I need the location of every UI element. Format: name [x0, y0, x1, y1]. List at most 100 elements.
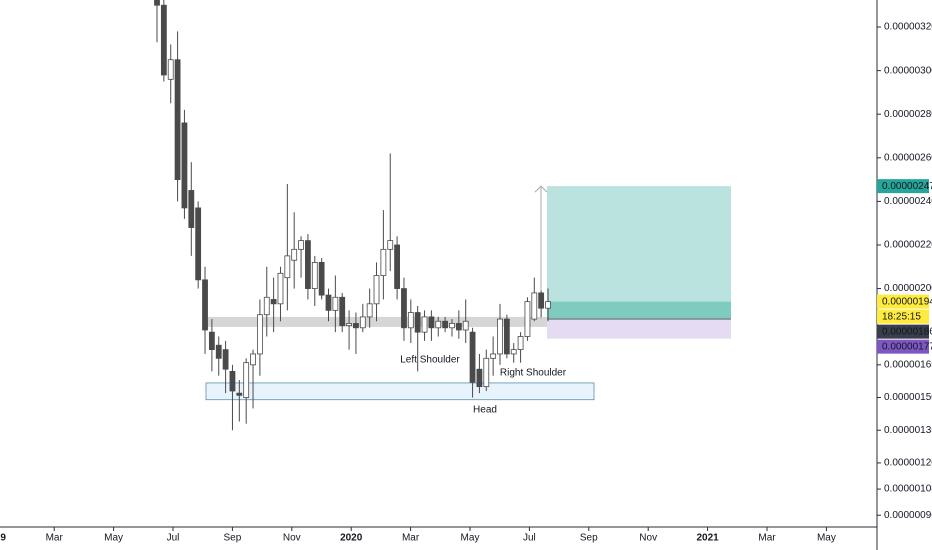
y-tick-label: 0.00000108 [884, 484, 932, 495]
y-tick-label: 0.00000120 [884, 458, 932, 469]
candle-body [421, 316, 428, 333]
x-tick-label: May [461, 533, 480, 544]
candle-body [346, 323, 352, 327]
price-zone [205, 382, 595, 401]
x-tick-label: Mar [758, 533, 776, 544]
candle-body [503, 318, 510, 355]
profit-zone [547, 186, 731, 320]
price-badge-label: 0.00000247 [882, 181, 932, 192]
candle-body [291, 248, 298, 261]
x-tick-label: May [817, 533, 836, 544]
y-tick-label: 0.00000220 [884, 240, 932, 251]
x-tick-label: Sep [224, 533, 242, 544]
candle-body [531, 292, 538, 320]
candle-body [380, 248, 387, 276]
x-tick-label: Nov [283, 533, 301, 544]
candle-body [318, 262, 325, 296]
candle-body [311, 262, 318, 289]
price-zone [206, 316, 567, 327]
candle-body [510, 349, 517, 355]
y-tick-label: 0.00000240 [884, 196, 932, 207]
candle-body [277, 272, 284, 305]
candle-body [462, 320, 469, 331]
candle-body [538, 292, 545, 309]
candle-body [524, 301, 531, 337]
pattern-label: Left Shoulder [400, 355, 460, 366]
candle-body [394, 244, 401, 289]
x-tick-label: Mar [402, 533, 420, 544]
candle-body [195, 207, 202, 281]
candle-body [222, 349, 229, 370]
open-profit [547, 301, 731, 320]
candle-body [181, 122, 188, 209]
candle-body [202, 279, 208, 331]
candle-body [154, 0, 160, 6]
candle-body [387, 240, 394, 250]
x-tick-label: May [104, 533, 123, 544]
y-tick-label: 0.00000165 [884, 359, 932, 370]
candle-body [401, 288, 407, 329]
candle-body [270, 299, 277, 305]
x-tick-label: Sep [580, 533, 598, 544]
price-badge [877, 324, 929, 339]
candle-body [545, 301, 551, 309]
candle-body [407, 312, 414, 329]
candle-body [455, 323, 462, 331]
price-badge-label: 0.00000186 [882, 326, 932, 337]
price-badge-label: 0.00000194 [882, 296, 932, 307]
candle-body [256, 314, 263, 355]
candle-body [490, 353, 497, 359]
candle-body [449, 323, 455, 329]
candle-body [160, 4, 167, 76]
x-tick-label: Jul [167, 533, 180, 544]
y-tick-label: 0.00000135 [884, 425, 932, 436]
y-tick-label: 0.00000300 [884, 65, 932, 76]
y-tick-label: 0.00000096 [884, 510, 932, 521]
candle-body [215, 344, 222, 359]
price-badge [877, 339, 929, 354]
y-tick-label: 0.00000200 [884, 283, 932, 294]
candle-body [373, 275, 380, 305]
y-tick-label: 0.00000260 [884, 152, 932, 163]
x-tick-label: Nov [639, 533, 657, 544]
candle-body [263, 296, 270, 316]
y-tick-label: 0.00000280 [884, 109, 932, 120]
candle-body [250, 353, 256, 366]
candle-body [284, 255, 291, 279]
candle-body [236, 392, 243, 396]
candle-body [229, 370, 236, 392]
candle-body [167, 59, 174, 80]
candle-body [332, 296, 339, 311]
candle-body [298, 240, 304, 250]
candle-body [428, 316, 435, 329]
candle-body [188, 190, 195, 228]
candle-body [208, 331, 215, 350]
candle-body [243, 362, 250, 398]
pattern-label: Right Shoulder [500, 368, 567, 379]
candle-body [483, 357, 490, 388]
candle-body [414, 312, 421, 333]
price-badge [877, 294, 929, 309]
countdown-badge [877, 309, 929, 324]
price-badge [877, 179, 929, 194]
countdown-label: 18:25:15 [882, 311, 921, 322]
arrow-head [534, 185, 548, 193]
candle-body [366, 303, 373, 318]
x-tick-label: 2020 [340, 533, 363, 544]
candle-body [325, 294, 332, 311]
x-tick-label: Mar [46, 533, 64, 544]
candle-body [442, 320, 449, 329]
stop-zone [547, 319, 731, 339]
x-tick-label: 2021 [696, 533, 719, 544]
x-tick-label: Jul [523, 533, 536, 544]
candle-body [435, 320, 442, 329]
candle-body [174, 59, 181, 180]
candle-body [469, 331, 476, 383]
plot-area [154, 0, 731, 431]
candle-body [359, 316, 366, 329]
candle-body [305, 240, 311, 289]
candle-body [497, 318, 503, 355]
y-tick-label: 0.00000150 [884, 392, 932, 403]
price-badge-label: 0.00000177 [882, 341, 932, 352]
